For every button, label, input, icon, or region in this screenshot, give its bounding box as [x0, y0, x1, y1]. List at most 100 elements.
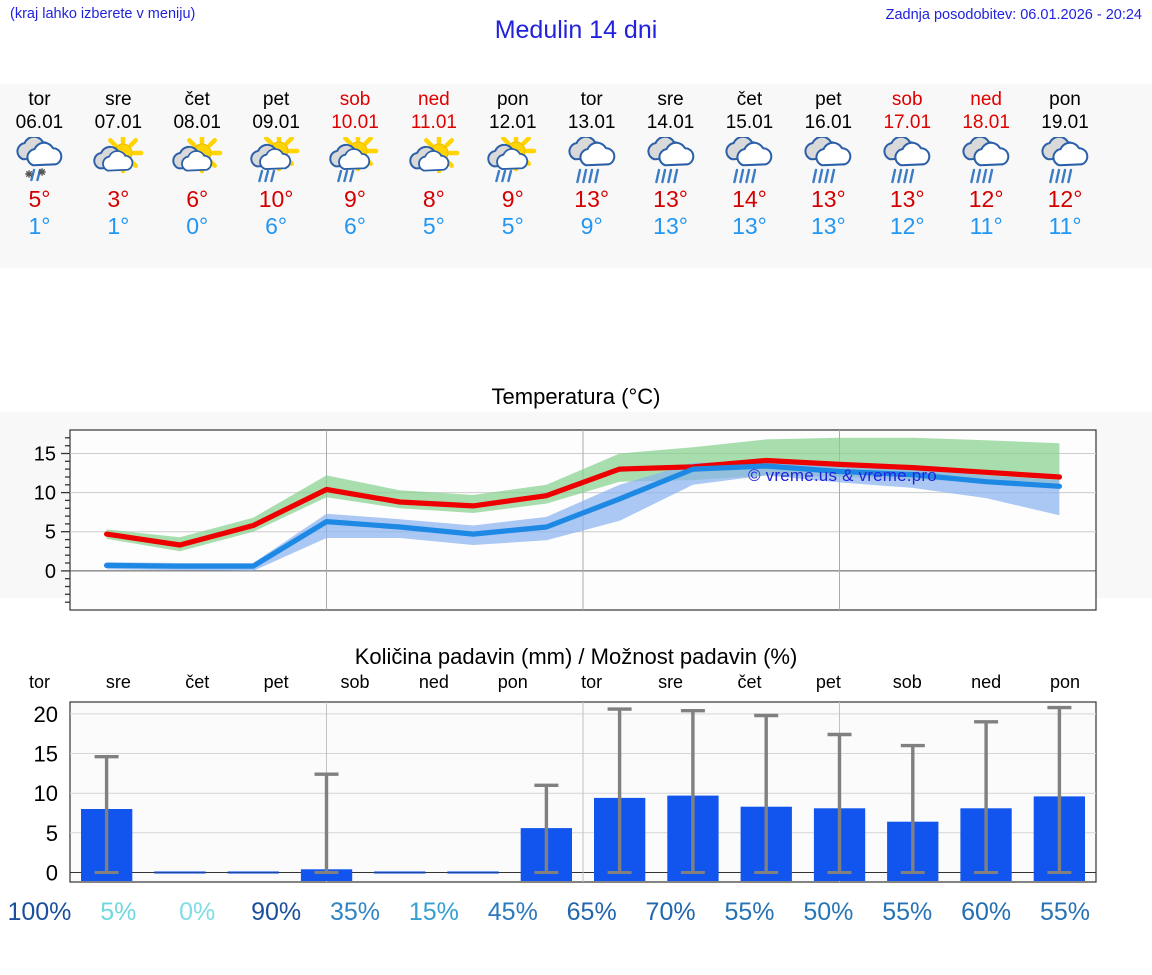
temperature-chart-title: Temperatura (°C) — [491, 384, 661, 409]
day-date: 08.01 — [173, 112, 221, 133]
day-column[interactable]: sre 14.01 13° 13° — [631, 84, 710, 268]
sun-cloud-icon — [166, 136, 228, 186]
svg-text:15: 15 — [34, 444, 56, 466]
day-of-week: tor — [580, 89, 603, 110]
sun-cloud-rain-icon — [245, 136, 307, 186]
day-column[interactable]: ned 11.01 8° 5° — [394, 84, 473, 268]
min-temperature: 1° — [28, 213, 51, 239]
day-of-week: sre — [657, 89, 684, 110]
precipitation-day-label: tor — [28, 672, 50, 692]
precipitation-day-label: čet — [185, 672, 210, 692]
precipitation-probability: 5% — [100, 898, 137, 926]
max-temperature: 12° — [1047, 186, 1083, 212]
day-date: 07.01 — [94, 112, 143, 133]
page-title: Medulin 14 dni — [494, 16, 658, 44]
precipitation-probability: 55% — [724, 898, 775, 926]
min-temperature: 13° — [732, 213, 767, 239]
temperature-chart-section: Temperatura (°C) 0 5 10 15 — [0, 382, 1152, 628]
day-of-week: pon — [496, 89, 529, 110]
day-date: 09.01 — [252, 112, 300, 133]
day-of-week: pet — [262, 89, 290, 110]
svg-text:20: 20 — [34, 702, 58, 727]
day-of-week: tor — [28, 89, 51, 110]
day-of-week: sob — [339, 89, 371, 110]
day-column[interactable]: pon 12.01 9° 5° — [473, 84, 552, 268]
day-date: 14.01 — [646, 112, 695, 133]
max-temperature: 13° — [889, 186, 925, 212]
header-bar: (kraj lahko izberete v meniju) Medulin 1… — [0, 0, 1152, 62]
min-temperature: 11° — [1048, 213, 1082, 239]
precipitation-chart-title: Količina padavin (mm) / Možnost padavin … — [354, 644, 798, 669]
precipitation-probability: 60% — [961, 898, 1012, 926]
max-temperature: 5° — [28, 186, 51, 212]
precipitation-probability: 70% — [645, 898, 696, 926]
day-date: 10.01 — [331, 112, 379, 133]
day-date: 18.01 — [962, 112, 1010, 133]
min-temperature: 0° — [186, 213, 209, 239]
cloudy-rain-icon — [876, 136, 938, 186]
precipitation-day-label: tor — [581, 672, 603, 692]
precipitation-day-label: pon — [1050, 672, 1081, 692]
precipitation-chart-svg: 0 5 10 15 20 — [34, 701, 1097, 886]
day-column[interactable]: pon 19.01 12° 11° — [1026, 84, 1105, 268]
precipitation-probability-row: 100% 5% 0% 90% 35% 15% 45% 65% 70% 55% 50% 55% 60% 55… — [0, 898, 1152, 938]
day-date: 17.01 — [883, 112, 932, 133]
precipitation-day-label: sob — [892, 672, 922, 692]
min-temperature: 5° — [501, 213, 524, 239]
day-column[interactable]: sob 10.01 9° 6° — [316, 84, 395, 268]
svg-text:0: 0 — [45, 561, 56, 583]
cloudy-rain-icon — [797, 136, 859, 186]
day-column[interactable]: sre 07.01 3° 1° — [79, 84, 158, 268]
day-date: 13.01 — [567, 112, 616, 133]
day-date: 15.01 — [725, 112, 774, 133]
day-column[interactable]: čet 08.01 6° 0° — [158, 84, 237, 268]
svg-text:0: 0 — [46, 861, 58, 886]
day-column[interactable]: sob 17.01 13° 12° — [868, 84, 947, 268]
day-of-week: pon — [1049, 89, 1081, 110]
day-column[interactable]: pet 09.01 10° 6° — [237, 84, 316, 268]
precipitation-probability: 100% — [7, 898, 72, 926]
day-column[interactable]: čet 15.01 14° 13° — [710, 84, 789, 268]
precipitation-day-label: sob — [340, 672, 370, 692]
precipitation-day-label: pet — [815, 672, 841, 692]
day-of-week: čet — [736, 89, 763, 110]
day-date: 11.01 — [410, 112, 457, 133]
min-temperature: 6° — [265, 213, 288, 239]
day-date: 06.01 — [15, 112, 64, 133]
day-of-week: čet — [184, 89, 210, 110]
day-of-week: sob — [891, 89, 923, 110]
min-temperature: 13° — [810, 213, 846, 239]
max-temperature: 8° — [422, 186, 445, 212]
precipitation-day-label: pet — [263, 672, 289, 692]
min-temperature: 1° — [107, 213, 130, 239]
menu-hint: (kraj lahko izberete v meniju) — [10, 6, 196, 22]
copyright-watermark: © vreme.us & vreme.pro — [748, 466, 937, 485]
sun-cloud-rain-icon — [482, 136, 544, 186]
cloudy-rain-icon — [561, 136, 623, 186]
day-column[interactable]: tor 13.01 13° 9° — [552, 84, 631, 268]
day-date: 16.01 — [804, 112, 853, 133]
precipitation-day-label: ned — [971, 672, 1002, 692]
min-temperature: 13° — [653, 213, 688, 239]
day-of-week: ned — [418, 89, 450, 110]
svg-text:15: 15 — [34, 742, 58, 767]
cloudy-rain-icon — [955, 136, 1017, 186]
sun-cloud-icon — [87, 136, 149, 186]
day-column[interactable]: ned 18.01 12° 11° — [947, 84, 1026, 268]
precipitation-chart-section: Količina padavin (mm) / Možnost padavin … — [0, 642, 1152, 975]
precipitation-probability: 35% — [329, 898, 381, 926]
day-of-week: sre — [105, 89, 132, 110]
max-temperature: 13° — [653, 186, 688, 212]
day-date: 19.01 — [1041, 112, 1089, 133]
max-temperature: 14° — [732, 186, 767, 212]
min-temperature: 6° — [344, 213, 366, 239]
precipitation-day-label: sre — [658, 672, 684, 692]
precipitation-probability: 15% — [408, 898, 459, 926]
day-column[interactable]: tor 06.01 5° 1° — [0, 84, 79, 268]
precipitation-probability: 90% — [251, 898, 302, 926]
precipitation-day-label: čet — [737, 672, 762, 692]
precipitation-day-labels: tor sre čet pet sob ned pon tor sre čet pet sob ned p… — [0, 672, 1152, 698]
min-temperature: 5° — [422, 213, 445, 239]
day-column[interactable]: pet 16.01 13° 13° — [789, 84, 868, 268]
